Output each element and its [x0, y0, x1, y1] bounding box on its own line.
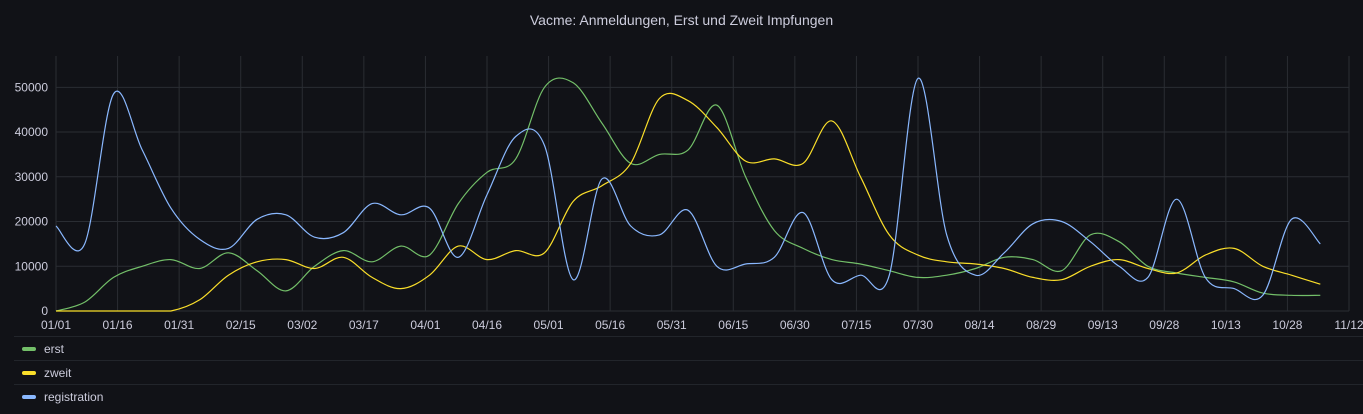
legend-swatch [22, 346, 36, 351]
y-tick-label: 50000 [15, 80, 49, 94]
legend-item-erst[interactable]: erst [14, 336, 1363, 360]
legend-label: registration [44, 389, 104, 404]
legend-item-zweit[interactable]: zweit [14, 360, 1363, 384]
legend-label: erst [44, 341, 65, 356]
y-tick-label: 20000 [15, 215, 49, 229]
chart-title: Vacme: Anmeldungen, Erst und Zweit Impfu… [529, 12, 834, 28]
x-tick-label: 10/28 [1272, 318, 1302, 332]
x-tick-label: 01/01 [41, 318, 71, 332]
x-tick-label: 07/30 [903, 318, 933, 332]
x-tick-label: 01/31 [164, 318, 194, 332]
x-tick-label: 08/14 [965, 318, 995, 332]
legend-item-registration[interactable]: registration [14, 384, 1363, 408]
series-line-erst [55, 77, 1321, 312]
x-tick-label: 05/16 [595, 318, 625, 332]
chart-plot: 0 10000 20000 30000 40000 50000 01/01 01/16 01/3… [15, 56, 1363, 332]
y-tick-label: 10000 [15, 259, 49, 273]
x-tick-label: 05/01 [534, 318, 564, 332]
x-tick-label: 01/16 [103, 318, 133, 332]
y-tick-label: 0 [41, 304, 48, 318]
x-tick-label: 05/31 [657, 318, 687, 332]
legend-label: zweit [44, 365, 72, 380]
x-tick-label: 02/15 [226, 318, 256, 332]
series-line-zweit [56, 92, 1321, 312]
chart-legend: erst zweit registration [14, 336, 1363, 408]
x-tick-label: 09/13 [1088, 318, 1118, 332]
x-tick-label: 04/01 [410, 318, 440, 332]
x-tick-label: 06/30 [780, 318, 810, 332]
legend-swatch [22, 394, 36, 399]
x-tick-label: 03/17 [349, 318, 379, 332]
x-tick-label: 09/28 [1149, 318, 1179, 332]
legend-swatch [22, 370, 36, 375]
x-tick-label: 03/02 [287, 318, 317, 332]
x-tick-label: 10/13 [1211, 318, 1241, 332]
x-tick-label: 04/16 [472, 318, 502, 332]
series-line-registration [55, 77, 1321, 301]
y-tick-label: 30000 [15, 170, 49, 184]
x-tick-label: 07/15 [841, 318, 871, 332]
x-tick-label: 06/15 [718, 318, 748, 332]
x-tick-label: 08/29 [1026, 318, 1056, 332]
y-tick-label: 40000 [15, 125, 49, 139]
x-tick-label: 11/12 [1334, 318, 1363, 332]
